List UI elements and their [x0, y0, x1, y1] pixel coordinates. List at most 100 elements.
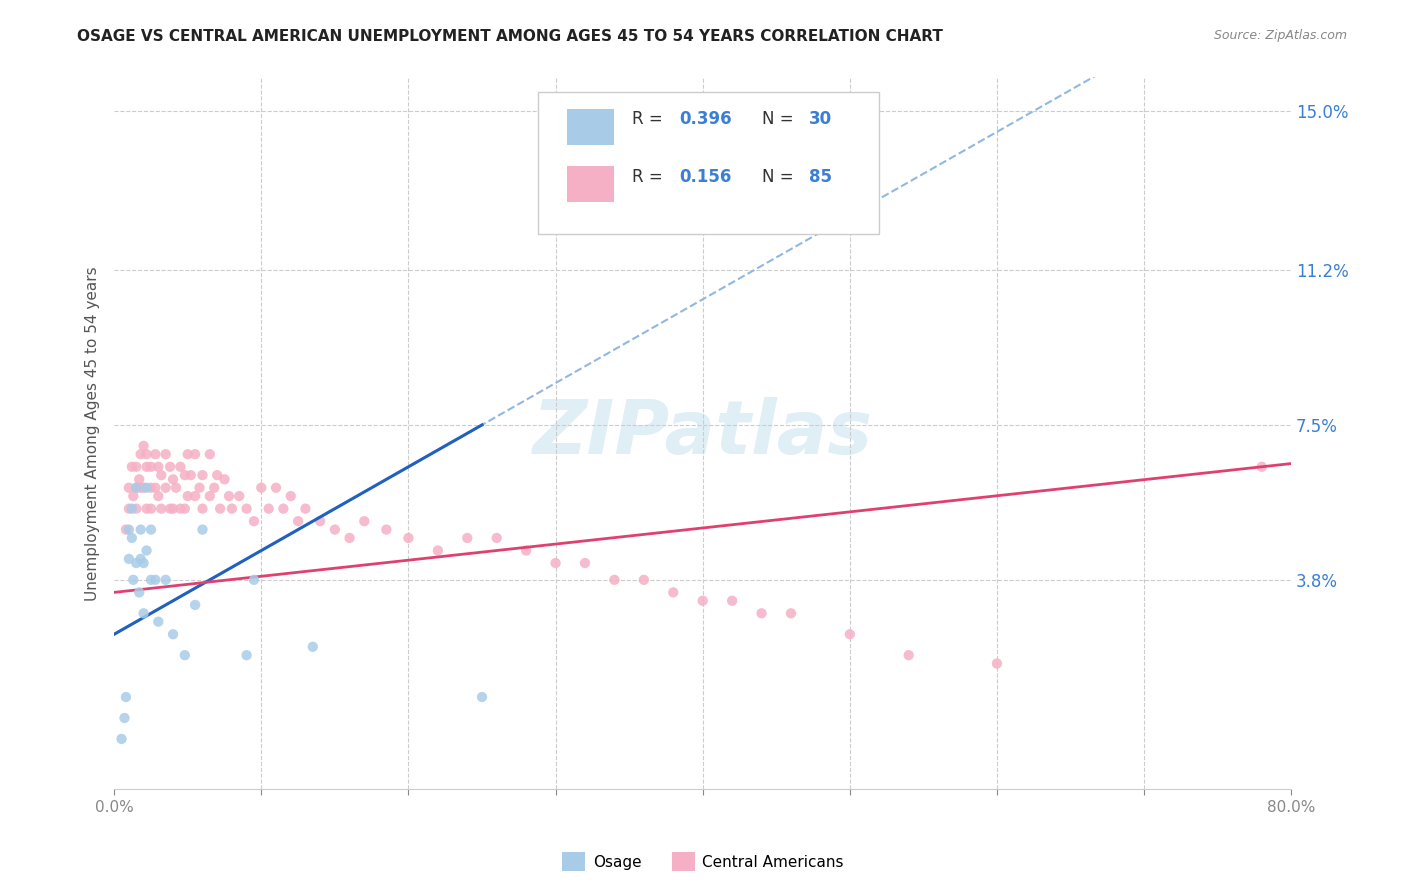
Text: OSAGE VS CENTRAL AMERICAN UNEMPLOYMENT AMONG AGES 45 TO 54 YEARS CORRELATION CHA: OSAGE VS CENTRAL AMERICAN UNEMPLOYMENT A… [77, 29, 943, 44]
Point [125, 481, 148, 495]
Point [1250, 459, 1272, 474]
Point [122, 573, 145, 587]
Point [135, 543, 157, 558]
Point [162, 472, 184, 486]
Point [125, 556, 148, 570]
Point [986, 657, 1008, 671]
Point [118, 523, 141, 537]
Point [485, 531, 508, 545]
Point [173, 501, 195, 516]
Point [132, 556, 155, 570]
Point [243, 573, 266, 587]
Point [177, 447, 200, 461]
Point [323, 523, 346, 537]
Point [456, 531, 478, 545]
Point [692, 593, 714, 607]
Point [128, 585, 150, 599]
Point [139, 459, 162, 474]
Point [135, 459, 157, 474]
Point [139, 481, 162, 495]
Point [209, 501, 232, 516]
Point [184, 598, 207, 612]
Point [121, 501, 143, 516]
Point [294, 501, 316, 516]
Text: 30: 30 [808, 110, 832, 128]
Text: 0.156: 0.156 [679, 168, 731, 186]
Point [150, 468, 173, 483]
Point [184, 447, 207, 461]
Point [129, 523, 152, 537]
Point [159, 459, 181, 474]
Text: Source: ZipAtlas.com: Source: ZipAtlas.com [1213, 29, 1347, 42]
Point [148, 615, 170, 629]
Text: 0.396: 0.396 [679, 110, 731, 128]
Point [471, 690, 494, 704]
Point [135, 481, 157, 495]
Point [162, 501, 184, 516]
Point [205, 468, 228, 483]
Point [121, 459, 143, 474]
Point [118, 552, 141, 566]
Point [280, 489, 302, 503]
Point [125, 501, 148, 516]
Point [198, 489, 221, 503]
Point [155, 573, 177, 587]
Point [188, 481, 211, 495]
Point [128, 472, 150, 486]
Point [129, 481, 152, 495]
Point [114, 711, 136, 725]
Point [180, 468, 202, 483]
Point [426, 543, 449, 558]
Point [838, 627, 860, 641]
Point [148, 489, 170, 503]
Point [633, 573, 655, 587]
Text: N =: N = [762, 110, 799, 128]
Point [135, 501, 157, 516]
Point [173, 468, 195, 483]
FancyBboxPatch shape [568, 110, 614, 145]
Point [159, 501, 181, 516]
Point [191, 468, 214, 483]
Point [515, 543, 537, 558]
Point [121, 531, 143, 545]
Point [235, 501, 257, 516]
Point [145, 573, 167, 587]
Point [135, 447, 157, 461]
Point [250, 481, 273, 495]
Point [115, 523, 138, 537]
Point [184, 489, 207, 503]
Point [264, 481, 287, 495]
Point [118, 481, 141, 495]
Point [155, 481, 177, 495]
Point [221, 501, 243, 516]
Point [897, 648, 920, 663]
Y-axis label: Unemployment Among Ages 45 to 54 years: Unemployment Among Ages 45 to 54 years [86, 266, 100, 600]
Legend: Osage, Central Americans: Osage, Central Americans [555, 847, 851, 877]
Point [129, 552, 152, 566]
Point [110, 731, 132, 746]
Point [198, 447, 221, 461]
Text: N =: N = [762, 168, 799, 186]
Point [132, 607, 155, 621]
Point [177, 489, 200, 503]
Point [235, 648, 257, 663]
Point [155, 447, 177, 461]
Point [751, 607, 773, 621]
Point [191, 523, 214, 537]
Point [132, 439, 155, 453]
Point [301, 640, 323, 654]
Point [145, 481, 167, 495]
Point [339, 531, 361, 545]
Text: ZIPatlas: ZIPatlas [533, 397, 873, 470]
Point [191, 501, 214, 516]
Point [132, 481, 155, 495]
Point [257, 501, 280, 516]
Point [574, 556, 596, 570]
Point [780, 607, 803, 621]
Point [145, 447, 167, 461]
Point [228, 489, 250, 503]
Point [662, 585, 685, 599]
Point [309, 514, 332, 528]
Point [544, 556, 567, 570]
Point [173, 648, 195, 663]
